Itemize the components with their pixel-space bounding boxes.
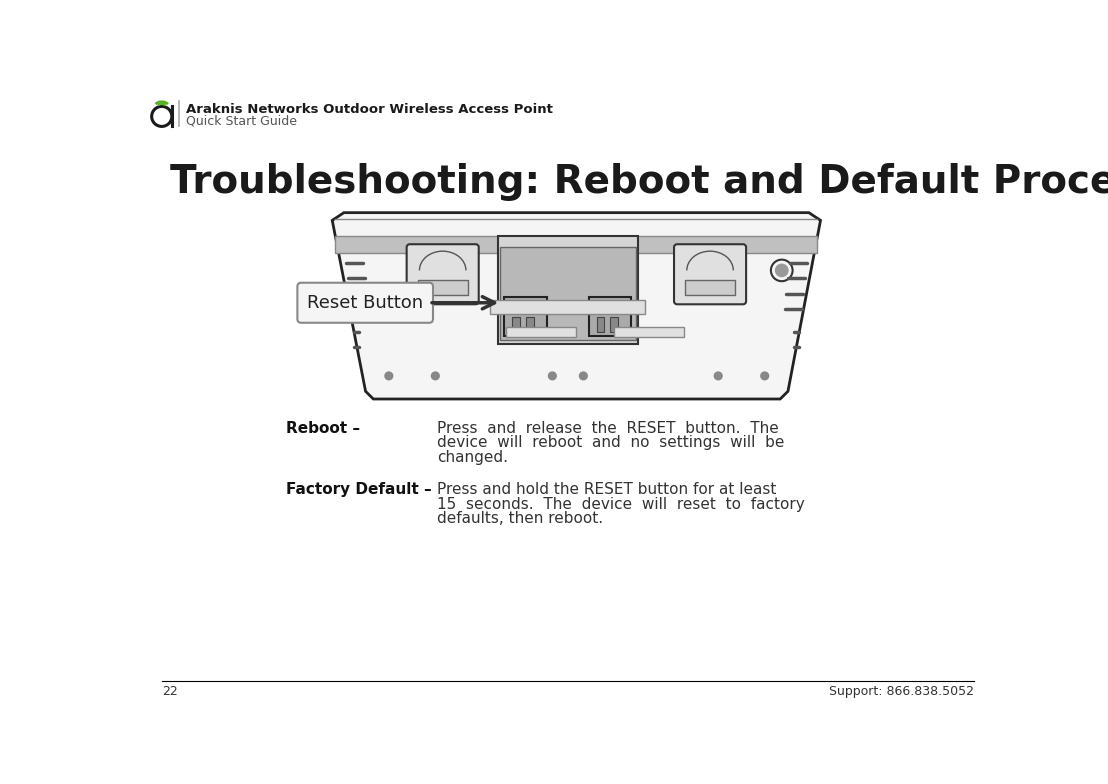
Bar (595, 303, 625, 313)
Bar (418, 280, 468, 295)
Text: Quick Start Guide: Quick Start Guide (186, 114, 297, 127)
Circle shape (548, 372, 556, 379)
Bar (596, 317, 604, 332)
Text: Araknis Networks Outdoor Wireless Access Point: Araknis Networks Outdoor Wireless Access… (186, 103, 553, 115)
Polygon shape (336, 236, 818, 252)
Bar (611, 317, 618, 332)
Bar (506, 327, 575, 337)
Text: 15  seconds.  The  device  will  reset  to  factory: 15 seconds. The device will reset to fac… (437, 497, 804, 512)
Text: Reboot –: Reboot – (286, 420, 360, 436)
Text: 22: 22 (162, 685, 177, 699)
Circle shape (384, 372, 392, 379)
FancyBboxPatch shape (297, 283, 433, 323)
Bar (504, 297, 547, 336)
Bar (511, 303, 541, 313)
Bar (588, 297, 632, 336)
Text: Press  and  release  the  RESET  button.  The: Press and release the RESET button. The (437, 420, 779, 436)
Text: Press and hold the RESET button for at least: Press and hold the RESET button for at l… (437, 482, 777, 497)
Text: Factory Default –: Factory Default – (286, 482, 431, 497)
Bar (499, 236, 637, 343)
FancyBboxPatch shape (407, 245, 479, 304)
Bar (500, 247, 636, 339)
Bar (685, 280, 736, 295)
Circle shape (776, 264, 788, 277)
Text: device  will  reboot  and  no  settings  will  be: device will reboot and no settings will … (437, 435, 784, 450)
Text: defaults, then reboot.: defaults, then reboot. (437, 511, 603, 526)
Circle shape (431, 372, 439, 379)
Bar (526, 317, 534, 332)
Text: Support: 866.838.5052: Support: 866.838.5052 (829, 685, 974, 699)
FancyBboxPatch shape (674, 245, 746, 304)
Circle shape (761, 372, 769, 379)
Bar (614, 327, 684, 337)
Text: changed.: changed. (437, 450, 507, 465)
Text: Reset Button: Reset Button (307, 294, 423, 312)
Bar (491, 300, 645, 314)
Bar (512, 317, 520, 332)
Text: Troubleshooting: Reboot and Default Procedures: Troubleshooting: Reboot and Default Proc… (170, 162, 1108, 201)
Polygon shape (332, 212, 821, 399)
Circle shape (715, 372, 722, 379)
Circle shape (579, 372, 587, 379)
